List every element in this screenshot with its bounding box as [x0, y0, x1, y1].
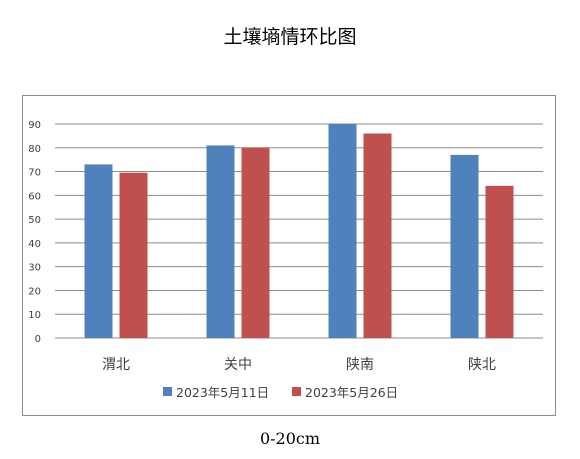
y-tick-label: 10 [28, 310, 41, 321]
x-category-label: 陕北 [468, 357, 496, 373]
y-tick-label: 30 [28, 263, 41, 274]
y-tick-label: 40 [28, 239, 41, 250]
x-category-label: 陕南 [346, 357, 374, 373]
depth-caption: 0-20cm [259, 429, 321, 448]
y-tick-label: 50 [28, 215, 41, 226]
y-tick-label: 60 [28, 191, 41, 202]
y-tick-label: 70 [28, 168, 41, 179]
chart-title: 土壤墒情环比图 [223, 26, 357, 48]
legend-swatch [292, 387, 301, 396]
bar-1 [450, 154, 479, 338]
bar-1 [328, 124, 357, 338]
legend-label: 2023年5月26日 [305, 385, 398, 400]
bar-1 [84, 164, 113, 338]
bar-2 [119, 172, 148, 338]
x-category-label: 关中 [224, 357, 252, 373]
x-category-label: 渭北 [102, 357, 130, 373]
y-tick-label: 90 [28, 120, 41, 131]
bar-1 [206, 145, 235, 338]
legend-label: 2023年5月11日 [176, 385, 269, 400]
legend-swatch [163, 387, 172, 396]
y-tick-label: 80 [28, 144, 41, 155]
y-tick-label: 0 [35, 334, 41, 345]
y-tick-label: 20 [28, 286, 41, 297]
bar-2 [363, 133, 392, 338]
bar-2 [241, 147, 270, 338]
bar-2 [485, 185, 514, 338]
